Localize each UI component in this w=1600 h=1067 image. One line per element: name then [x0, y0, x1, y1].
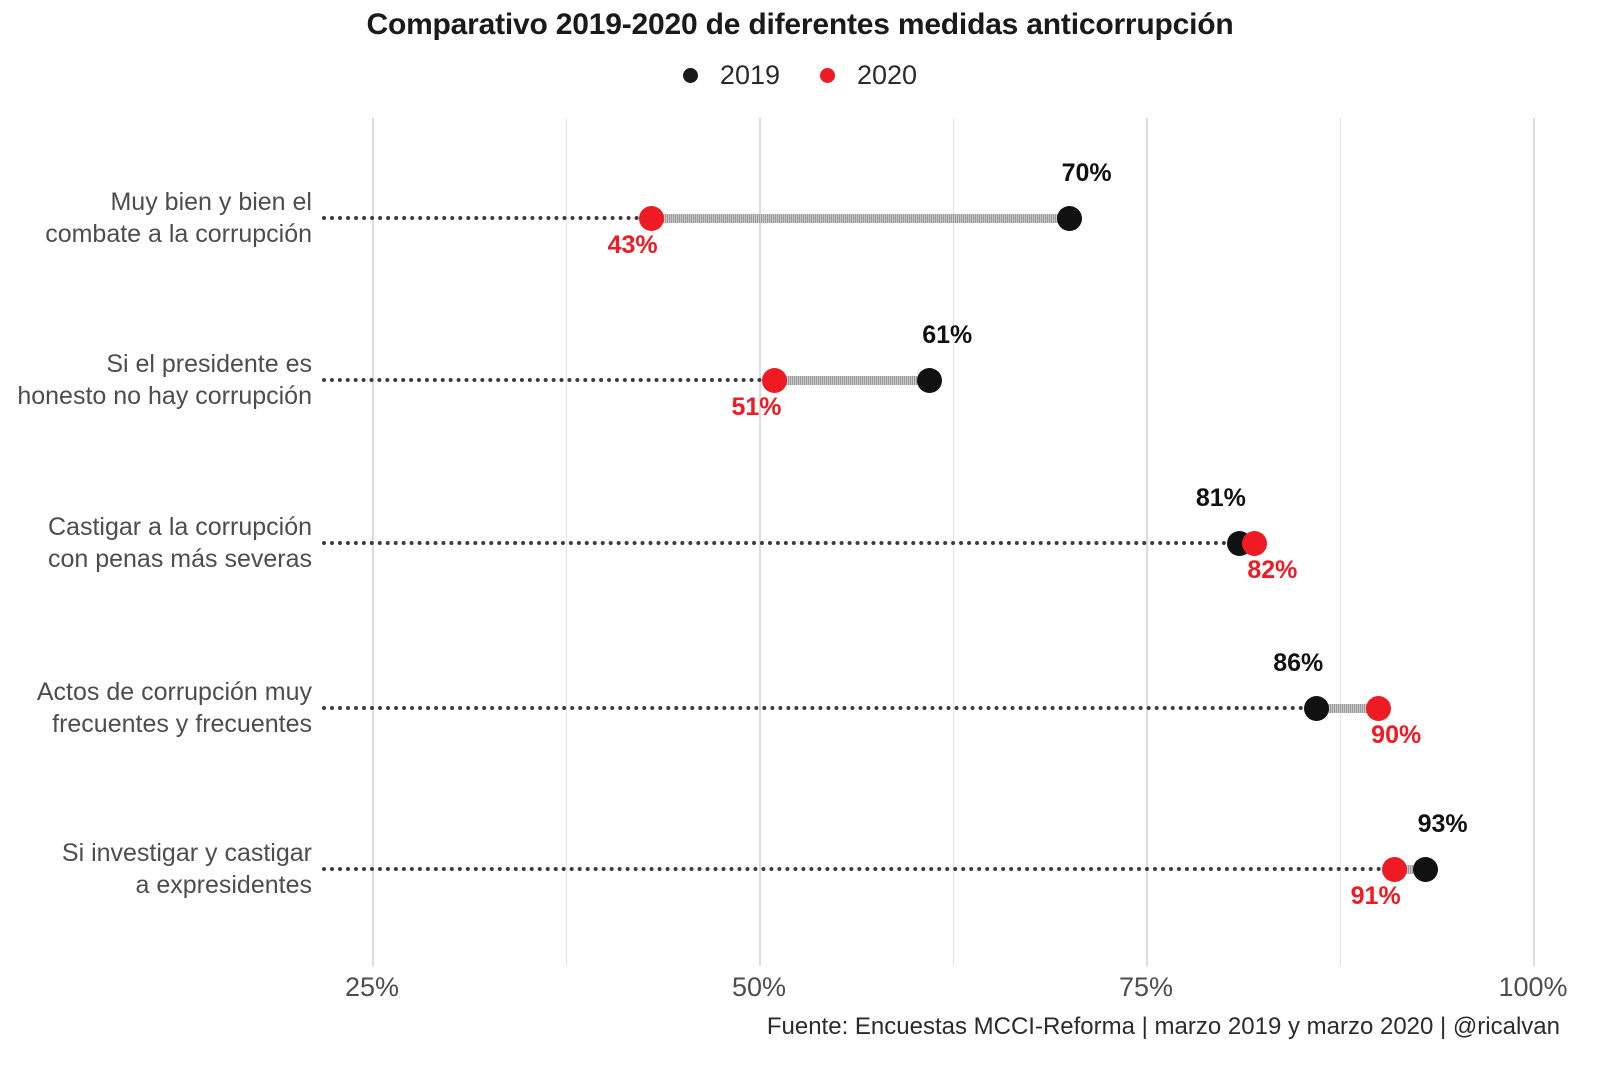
- row-connector: [1393, 865, 1425, 874]
- y-axis-label: Actos de corrupción muy frecuentes y frec…: [0, 676, 312, 740]
- legend-item-2020[interactable]: 2020: [820, 60, 917, 91]
- data-point-2020[interactable]: [1381, 857, 1407, 882]
- value-label-2020: 51%: [731, 393, 782, 421]
- value-label-2019: 86%: [1273, 649, 1324, 677]
- plot-area: 70% 43% 61% 51% 81% 82% 86% 90% 93% 91%: [322, 118, 1562, 966]
- row-leader-line: [322, 216, 639, 220]
- data-point-2019[interactable]: [1412, 857, 1438, 882]
- x-axis-tick-label: 100%: [1498, 972, 1568, 1002]
- data-point-2020[interactable]: [762, 368, 788, 393]
- y-axis-label: Castigar a la corrupción con penas más se…: [0, 511, 312, 575]
- value-label-2019: 61%: [922, 321, 973, 349]
- data-point-2020[interactable]: [638, 206, 664, 231]
- chart-title: Comparativo 2019-2020 de diferentes medi…: [366, 8, 1234, 41]
- legend-label-2019: 2019: [719, 60, 780, 90]
- legend-label-2020: 2020: [857, 60, 918, 90]
- y-axis-label-line: con penas más severas: [47, 545, 312, 573]
- y-axis-label-line: Muy bien y bien el: [110, 188, 312, 216]
- y-axis-label-line: frecuentes y frecuentes: [52, 710, 312, 738]
- legend-dot-2020-icon: [820, 68, 835, 83]
- row-leader-line: [322, 378, 763, 382]
- data-point-2019[interactable]: [1304, 696, 1330, 721]
- data-point-2020[interactable]: [1366, 696, 1392, 721]
- x-axis-tick-label: 50%: [731, 972, 787, 1002]
- gridline-major: [1533, 118, 1535, 966]
- y-axis-label-line: combate a la corrupción: [45, 220, 312, 248]
- value-label-2020: 90%: [1371, 721, 1422, 749]
- row-leader-line: [322, 541, 1227, 545]
- row-connector: [1316, 704, 1379, 713]
- chart-legend: 2019 2020: [0, 60, 1600, 91]
- y-axis-label-line: Castigar a la corrupción: [47, 513, 312, 541]
- y-axis-label-line: Si investigar y castigar: [61, 839, 312, 867]
- y-axis-label-line: Actos de corrupción muy: [36, 678, 312, 706]
- x-axis-tick-label: 75%: [1118, 972, 1174, 1002]
- y-axis-label-line: honesto no hay corrupción: [17, 382, 312, 410]
- data-point-2020[interactable]: [1242, 531, 1268, 556]
- row-connector: [650, 214, 1069, 223]
- x-axis-tick-label: 25%: [344, 972, 400, 1002]
- value-label-2020: 82%: [1247, 556, 1298, 584]
- source-caption: Fuente: Encuestas MCCI-Reforma | marzo 2…: [766, 1013, 1560, 1040]
- row-leader-line: [322, 867, 1382, 871]
- data-point-2019[interactable]: [1056, 206, 1082, 231]
- value-label-2019: 81%: [1195, 484, 1246, 512]
- row-connector: [774, 376, 930, 385]
- value-label-2019: 93%: [1417, 810, 1468, 838]
- y-axis-label: Si el presidente es honesto no hay corrup…: [0, 348, 312, 412]
- legend-dot-2019-icon: [682, 68, 698, 83]
- legend-item-2019[interactable]: 2019: [682, 60, 780, 91]
- value-label-2020: 43%: [607, 231, 658, 259]
- row-leader-line: [322, 706, 1305, 710]
- data-point-2019[interactable]: [917, 368, 943, 393]
- y-axis-label: Si investigar y castigar a expresidentes: [0, 837, 312, 901]
- value-label-2019: 70%: [1061, 159, 1112, 187]
- gridline-minor: [1339, 118, 1341, 966]
- y-axis-label-line: Si el presidente es: [106, 350, 312, 378]
- y-axis-label: Muy bien y bien el combate a la corrupció…: [0, 186, 312, 250]
- value-label-2020: 91%: [1350, 882, 1401, 910]
- y-axis-label-line: a expresidentes: [135, 871, 312, 899]
